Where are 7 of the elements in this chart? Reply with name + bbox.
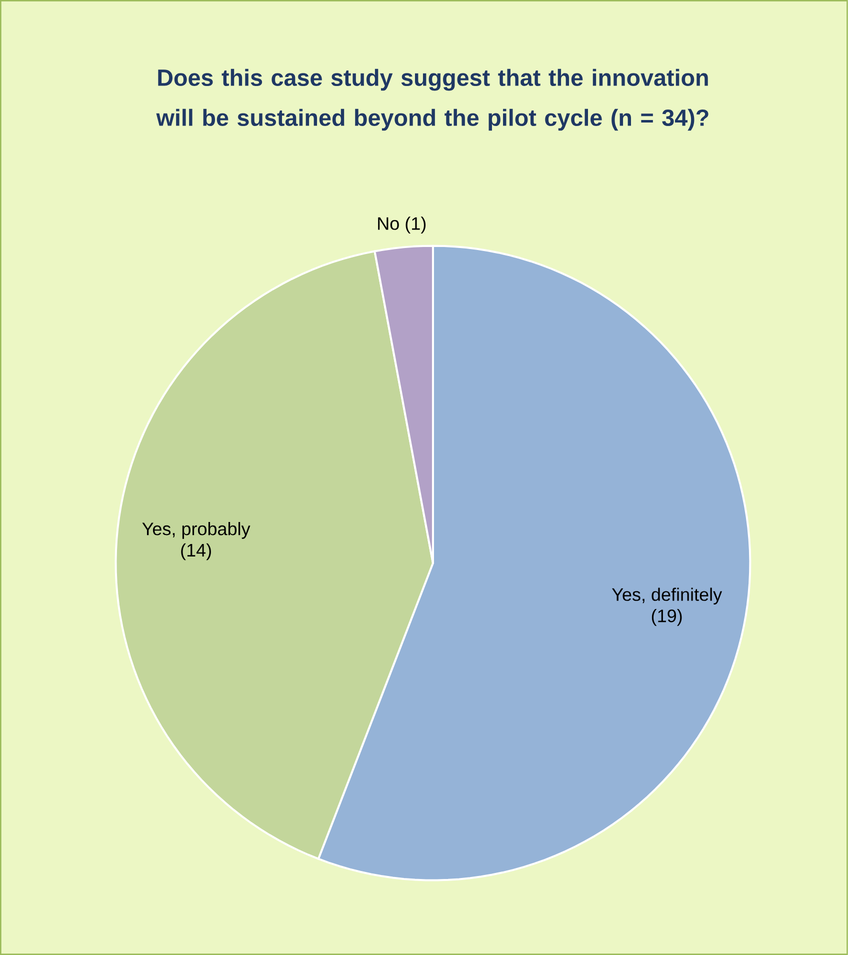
slice-label: Yes, definitely (612, 588, 722, 605)
data-label: (1) (406, 216, 426, 234)
slice-label: No (378, 217, 399, 230)
data-label: (19) (652, 609, 682, 626)
slice-label: Yes, probably (142, 522, 250, 539)
chart-title: Does this case study suggest that the innovation will be sustained beyond the pilot cycle (n = 34)? (156, 68, 708, 131)
data-label: (14) (181, 543, 211, 560)
